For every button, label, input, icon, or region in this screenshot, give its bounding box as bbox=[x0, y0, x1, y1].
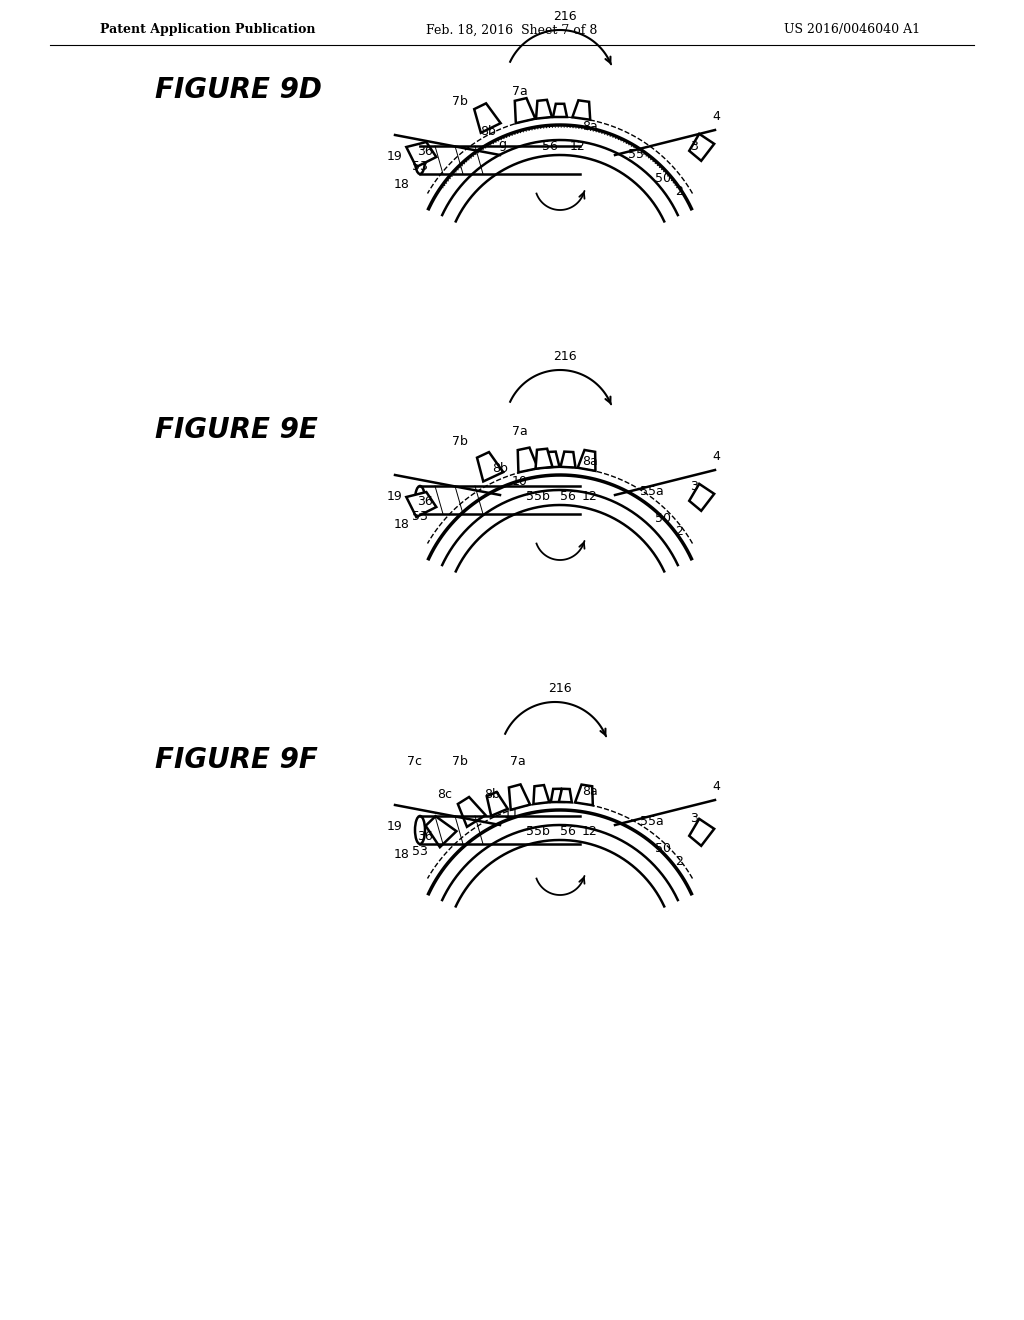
Text: 11: 11 bbox=[504, 808, 520, 821]
Text: 12: 12 bbox=[582, 490, 598, 503]
Text: 3: 3 bbox=[690, 140, 698, 153]
Polygon shape bbox=[474, 103, 501, 133]
Text: g: g bbox=[498, 139, 506, 150]
Text: 55: 55 bbox=[628, 148, 644, 161]
Polygon shape bbox=[578, 450, 595, 471]
Text: 8a: 8a bbox=[582, 120, 598, 133]
Text: 55a: 55a bbox=[640, 814, 664, 828]
Text: 19: 19 bbox=[386, 490, 402, 503]
Text: 50: 50 bbox=[655, 512, 671, 525]
Text: 4: 4 bbox=[712, 450, 720, 463]
Text: 216: 216 bbox=[553, 350, 577, 363]
Polygon shape bbox=[515, 98, 536, 123]
Text: 36: 36 bbox=[417, 830, 433, 843]
Text: 7a: 7a bbox=[512, 425, 528, 438]
Text: 3: 3 bbox=[690, 812, 698, 825]
Polygon shape bbox=[407, 492, 436, 517]
Text: 18: 18 bbox=[394, 847, 410, 861]
Text: 19: 19 bbox=[386, 150, 402, 162]
Text: 2: 2 bbox=[675, 525, 683, 539]
Text: 8a: 8a bbox=[582, 785, 598, 799]
Text: 53: 53 bbox=[412, 160, 428, 173]
Polygon shape bbox=[518, 447, 538, 473]
Text: 56: 56 bbox=[542, 140, 558, 153]
Polygon shape bbox=[689, 133, 714, 161]
Text: 8b: 8b bbox=[493, 462, 508, 475]
Text: 7b: 7b bbox=[452, 436, 468, 447]
Polygon shape bbox=[559, 789, 571, 803]
Polygon shape bbox=[536, 449, 553, 469]
Ellipse shape bbox=[415, 486, 425, 513]
Text: 216: 216 bbox=[548, 682, 571, 696]
Text: 36: 36 bbox=[417, 145, 433, 158]
Text: 50: 50 bbox=[655, 172, 671, 185]
Text: 53: 53 bbox=[412, 845, 428, 858]
Ellipse shape bbox=[415, 147, 425, 174]
Polygon shape bbox=[426, 816, 457, 847]
Polygon shape bbox=[551, 789, 564, 803]
Text: 2: 2 bbox=[675, 855, 683, 869]
Text: 7c: 7c bbox=[408, 755, 423, 768]
Text: 18: 18 bbox=[394, 178, 410, 191]
Polygon shape bbox=[572, 100, 590, 120]
Text: FIGURE 9D: FIGURE 9D bbox=[155, 77, 322, 104]
Text: 19: 19 bbox=[386, 820, 402, 833]
Text: 8b: 8b bbox=[480, 125, 496, 139]
Polygon shape bbox=[534, 785, 549, 804]
Polygon shape bbox=[560, 451, 575, 467]
Polygon shape bbox=[689, 484, 714, 511]
Polygon shape bbox=[477, 451, 503, 482]
Text: 50: 50 bbox=[655, 842, 671, 855]
Text: 7b: 7b bbox=[452, 95, 468, 108]
Text: 12: 12 bbox=[570, 140, 586, 153]
Text: 7a: 7a bbox=[510, 755, 526, 768]
Polygon shape bbox=[509, 784, 530, 809]
Text: 4: 4 bbox=[712, 780, 720, 793]
Polygon shape bbox=[553, 104, 567, 117]
Text: 216: 216 bbox=[553, 11, 577, 22]
Text: 53: 53 bbox=[412, 510, 428, 523]
Text: 56: 56 bbox=[560, 490, 575, 503]
Text: 4: 4 bbox=[712, 110, 720, 123]
Polygon shape bbox=[689, 818, 714, 846]
Text: US 2016/0046040 A1: US 2016/0046040 A1 bbox=[784, 24, 920, 37]
Text: 8c: 8c bbox=[437, 788, 453, 801]
Text: FIGURE 9F: FIGURE 9F bbox=[155, 746, 317, 774]
Text: 18: 18 bbox=[394, 517, 410, 531]
Text: 56: 56 bbox=[560, 825, 575, 838]
Text: 10: 10 bbox=[512, 475, 528, 488]
Polygon shape bbox=[575, 784, 593, 805]
Text: 12: 12 bbox=[582, 825, 598, 838]
Polygon shape bbox=[458, 797, 485, 826]
Text: 7b: 7b bbox=[452, 755, 468, 768]
Polygon shape bbox=[536, 100, 552, 119]
Text: 55a: 55a bbox=[640, 484, 664, 498]
Text: 36: 36 bbox=[417, 495, 433, 508]
Polygon shape bbox=[486, 792, 508, 816]
Text: FIGURE 9E: FIGURE 9E bbox=[155, 416, 317, 444]
Text: 55b: 55b bbox=[526, 490, 550, 503]
Text: Feb. 18, 2016  Sheet 7 of 8: Feb. 18, 2016 Sheet 7 of 8 bbox=[426, 24, 598, 37]
Ellipse shape bbox=[415, 816, 425, 843]
Text: 2: 2 bbox=[675, 185, 683, 198]
Text: 3: 3 bbox=[690, 480, 698, 492]
Text: 8b: 8b bbox=[484, 788, 500, 801]
Text: 8a: 8a bbox=[582, 455, 598, 469]
Text: 55b: 55b bbox=[526, 825, 550, 838]
Polygon shape bbox=[407, 143, 436, 168]
Text: 7a: 7a bbox=[512, 84, 528, 98]
Polygon shape bbox=[545, 451, 559, 467]
Text: Patent Application Publication: Patent Application Publication bbox=[100, 24, 315, 37]
